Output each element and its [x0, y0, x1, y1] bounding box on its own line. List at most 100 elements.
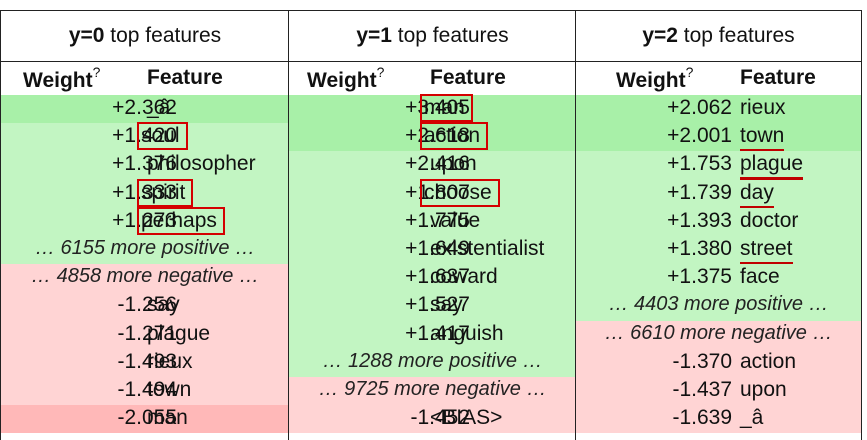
weight-header: Weight?: [616, 64, 694, 93]
feature-name: _â: [147, 96, 171, 119]
feature-name: value: [430, 208, 481, 232]
feature-name: upon: [740, 377, 787, 401]
feature-name: rieux: [740, 96, 786, 119]
feature-name: face: [740, 265, 780, 289]
table-row: -1.271 plague: [1, 320, 289, 349]
more-count-label: … 1288 more positive …: [322, 349, 543, 372]
table-row: -1.493 rieux: [1, 348, 289, 377]
panel-title: y=0 top features: [1, 10, 289, 62]
feature-name: town: [740, 124, 785, 153]
weight-value: +2.062: [667, 96, 732, 119]
table-row: -2.055 man: [1, 405, 289, 434]
panel-title: y=2 top features: [576, 10, 861, 62]
weight-header-text: Weight: [616, 69, 686, 92]
title-text: top features: [677, 24, 795, 47]
more-count-label: … 9725 more negative …: [318, 377, 547, 400]
more-summary-row: … 6610 more negative …: [576, 320, 861, 349]
table-row: +1.637 coward: [289, 264, 576, 293]
table-row: +1.393 doctor: [576, 207, 861, 236]
help-icon[interactable]: ?: [685, 64, 694, 80]
table-row: +1.420 soul: [1, 122, 289, 152]
weight-header-text: Weight: [307, 69, 377, 92]
weight-value: -1.437: [672, 377, 732, 401]
rows: +2.062 rieux +2.001 town +1.753 plague +1.739 d…: [576, 95, 861, 434]
more-summary-row: … 4858 more negative …: [1, 264, 289, 293]
feature-name: perhaps: [137, 206, 225, 235]
weight-value: +1.393: [667, 208, 732, 232]
title-text: top features: [104, 24, 222, 47]
weight-value: -2.055: [117, 406, 177, 430]
feature-name: man: [420, 94, 473, 122]
feature-name: say: [430, 293, 463, 317]
feature-name: plague: [147, 321, 211, 345]
feature-name: say: [147, 293, 180, 317]
weight-header: Weight?: [23, 64, 101, 93]
weight-value: +1.807: [405, 180, 470, 204]
class-label: y=2: [642, 24, 678, 47]
feature-name: action: [740, 349, 797, 373]
feature-name: plague: [740, 152, 804, 181]
table-row: +2.362 _â: [1, 95, 289, 124]
feature-name: anguish: [430, 321, 504, 345]
class-label: y=1: [356, 24, 392, 47]
weight-value: +1.273: [112, 208, 177, 232]
class-label: y=0: [68, 24, 105, 47]
table-row: -1.437 upon: [576, 376, 861, 406]
table-row: +1.807 choose: [289, 178, 576, 208]
table-row: +1.273 perhaps: [1, 206, 289, 236]
feature-name: soul: [137, 122, 188, 151]
feature-name: spirit: [136, 178, 194, 207]
table-row: -1.452 <BIAS>: [289, 405, 576, 434]
more-count-label: … 6155 more positive …: [34, 236, 256, 259]
feature-name: existentialist: [430, 236, 545, 260]
help-icon[interactable]: ?: [92, 64, 101, 80]
table-row: +1.417 anguish: [289, 320, 576, 349]
table-header: Weight? Feature: [289, 63, 576, 95]
weight-value: -1.256: [117, 293, 177, 317]
table-row: -1.494 town: [1, 376, 289, 406]
weight-value: +1.380: [667, 236, 732, 260]
feature-name: action: [419, 122, 489, 151]
more-summary-row: … 9725 more negative …: [289, 376, 576, 406]
rows: +2.362 _â +1.420 soul +1.376 philosopher +1.33…: [1, 95, 289, 434]
more-count-label: … 4403 more positive …: [608, 293, 829, 316]
table-row: +2.416 upon: [289, 151, 576, 180]
table-row: -1.639 _â: [576, 405, 861, 434]
weight-value: -1.494: [117, 377, 177, 401]
more-count-label: … 6610 more negative …: [604, 321, 833, 344]
weight-value: +1.649: [405, 236, 470, 260]
weight-value: +1.417: [405, 321, 470, 345]
feature-name: rieux: [147, 349, 193, 373]
weight-value: +1.376: [112, 152, 177, 176]
table-row: +1.753 plague: [576, 151, 861, 181]
weight-value: +1.739: [667, 180, 732, 204]
weight-header: Weight?: [307, 64, 385, 93]
weight-value: +2.362: [112, 96, 177, 119]
feature-name: street: [740, 237, 793, 265]
weight-value: -1.493: [117, 349, 177, 373]
feature-name: day: [740, 181, 774, 209]
panel-class-0: y=0 top features Weight? Feature +2.362 _…: [0, 10, 289, 440]
table-row: +1.739 day: [576, 179, 861, 209]
more-summary-row: … 1288 more positive …: [289, 348, 576, 377]
feature-name: man: [147, 406, 188, 430]
more-summary-row: … 4403 more positive …: [576, 292, 861, 321]
feature-header: Feature: [147, 66, 223, 89]
weight-value: -1.452: [410, 406, 470, 430]
more-count-label: … 4858 more negative …: [31, 265, 259, 288]
weight-header-text: Weight: [23, 69, 93, 92]
table-row: +1.376 philosopher: [1, 151, 289, 180]
feature-name: doctor: [740, 208, 799, 232]
feature-name: choose: [420, 178, 500, 207]
weight-value: +1.775: [405, 208, 470, 232]
feature-name: _â: [740, 406, 764, 430]
table-header: Weight? Feature: [1, 63, 289, 95]
feature-name: town: [147, 377, 192, 401]
table-row: +1.649 existentialist: [289, 235, 576, 265]
help-icon[interactable]: ?: [376, 64, 385, 80]
rows: +3.405 man +2.618 action +2.416 upon +1.807 cho…: [289, 94, 576, 434]
feature-name: coward: [430, 265, 498, 289]
table-row: +2.001 town: [576, 123, 861, 153]
table-row: +1.375 face: [576, 264, 861, 293]
table-row: +1.380 street: [576, 235, 861, 265]
